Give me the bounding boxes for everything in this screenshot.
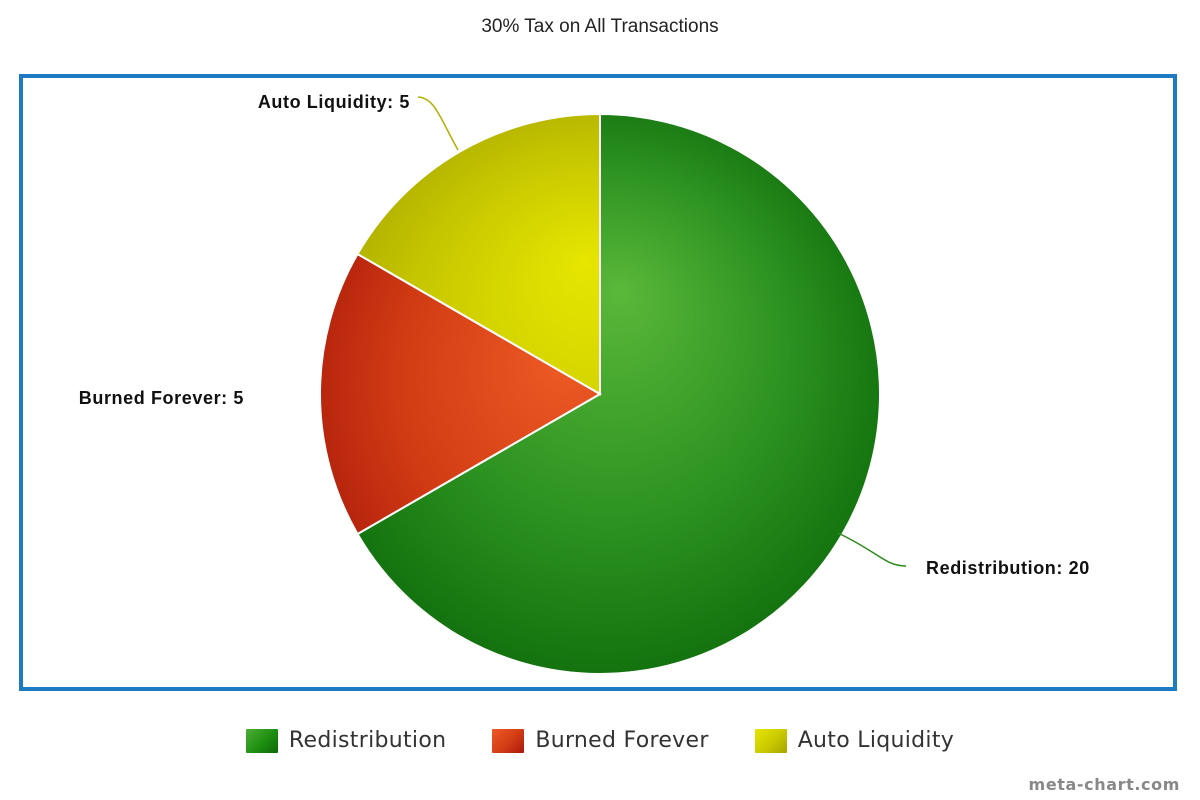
- legend-item-redistribution[interactable]: Redistribution: [245, 728, 447, 753]
- pie-slice-burned-forever[interactable]: [318, 252, 603, 536]
- pie-slice-auto-liquidity[interactable]: [356, 112, 601, 396]
- data-label-redistribution: Redistribution: 20: [926, 558, 1090, 578]
- data-label-burned-forever: Burned Forever: 5: [79, 388, 244, 408]
- leader-line-redistribution: [837, 532, 907, 567]
- legend-swatch-auto-liquidity: [754, 728, 787, 753]
- legend-item-burned-forever[interactable]: Burned Forever: [492, 728, 708, 753]
- pie-slices: [318, 112, 881, 675]
- data-label-auto-liquidity: Auto Liquidity: 5: [258, 92, 410, 112]
- credit-watermark[interactable]: meta-chart.com: [1028, 775, 1180, 794]
- legend: Redistribution Burned Forever Auto Liqui…: [0, 728, 1200, 753]
- legend-label-burned-forever: Burned Forever: [535, 728, 709, 753]
- legend-item-auto-liquidity[interactable]: Auto Liquidity: [754, 728, 955, 753]
- pie-slice-redistribution[interactable]: [356, 112, 881, 675]
- leader-line-auto-liquidity: [417, 96, 459, 151]
- legend-swatch-burned-forever: [492, 728, 525, 753]
- label-leader-lines: [417, 96, 907, 567]
- legend-label-redistribution: Redistribution: [288, 728, 447, 753]
- chart-title: 30% Tax on All Transactions: [481, 16, 719, 37]
- legend-swatch-redistribution: [245, 728, 278, 753]
- legend-label-auto-liquidity: Auto Liquidity: [797, 728, 955, 753]
- slice-labels: Redistribution: 20 Burned Forever: 5 Auto …: [79, 92, 1090, 578]
